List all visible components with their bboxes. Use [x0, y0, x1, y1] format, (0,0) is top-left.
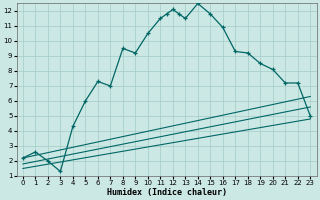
X-axis label: Humidex (Indice chaleur): Humidex (Indice chaleur) — [107, 188, 227, 197]
